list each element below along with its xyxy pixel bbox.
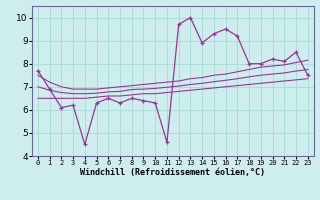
X-axis label: Windchill (Refroidissement éolien,°C): Windchill (Refroidissement éolien,°C) <box>80 168 265 177</box>
